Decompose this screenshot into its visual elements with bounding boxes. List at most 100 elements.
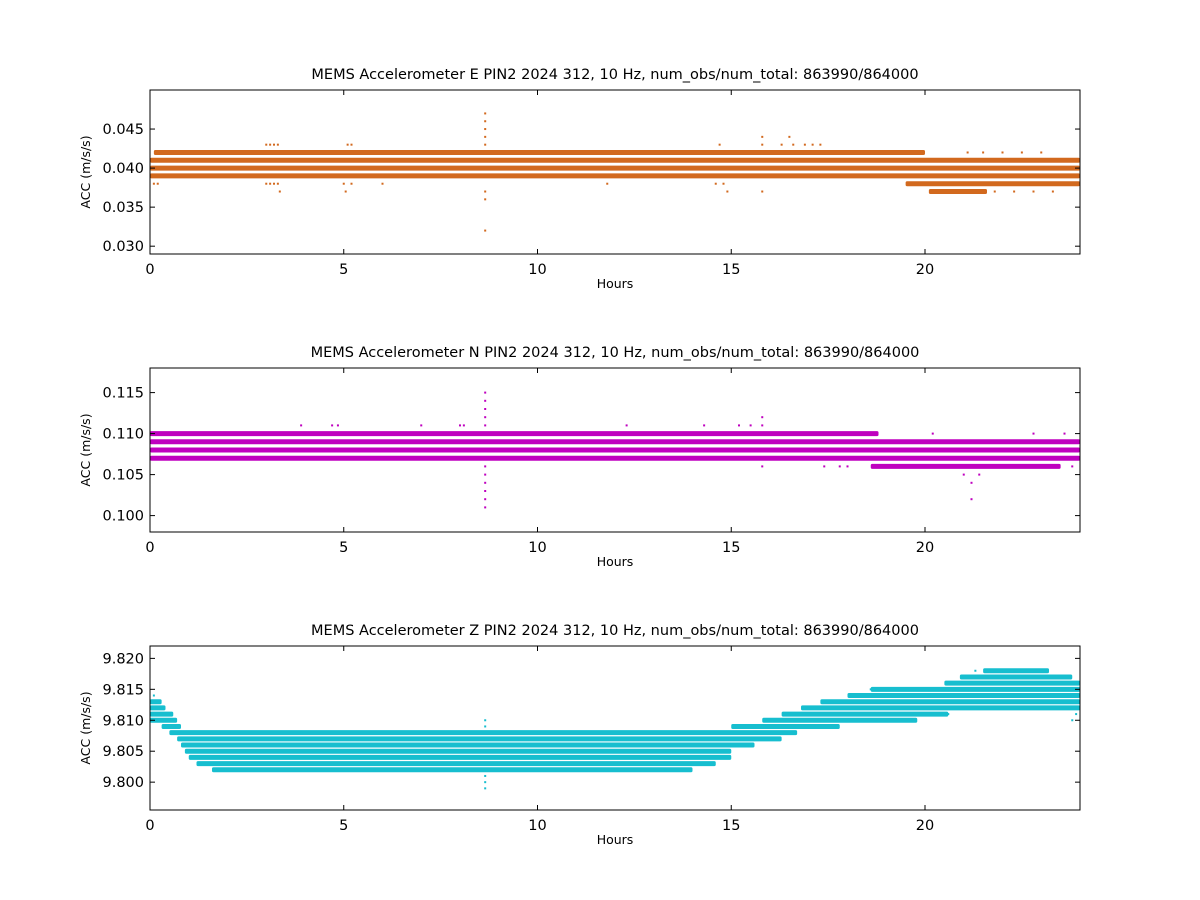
y-tick-label: 0.100 bbox=[102, 509, 144, 525]
data-point bbox=[156, 182, 159, 185]
data-band bbox=[944, 680, 1080, 686]
data-band bbox=[150, 711, 174, 717]
data-point bbox=[346, 143, 349, 146]
data-point bbox=[484, 787, 487, 790]
data-point bbox=[966, 151, 969, 154]
y-tick-label: 9.800 bbox=[102, 775, 144, 791]
data-point bbox=[1032, 190, 1035, 193]
data-point bbox=[761, 190, 764, 193]
data-point bbox=[484, 416, 487, 419]
y-tick-label: 0.110 bbox=[102, 427, 144, 443]
data-point bbox=[931, 432, 934, 435]
data-point bbox=[484, 120, 487, 123]
y-tick-label: 0.030 bbox=[102, 239, 144, 255]
y-tick-label: 9.805 bbox=[102, 744, 144, 760]
data-point bbox=[265, 143, 268, 146]
data-point bbox=[484, 498, 487, 501]
data-band bbox=[928, 189, 987, 195]
data-point bbox=[484, 408, 487, 410]
data-band bbox=[161, 723, 181, 729]
data-band bbox=[150, 717, 178, 723]
x-tick-label: 15 bbox=[722, 818, 740, 834]
data-point bbox=[869, 688, 872, 691]
plot-frame bbox=[149, 645, 1081, 811]
data-point bbox=[513, 762, 516, 765]
chart-panel-3: MEMS Accelerometer Z PIN2 2024 312, 10 H… bbox=[78, 623, 1081, 847]
chart-panel-1: MEMS Accelerometer E PIN2 2024 312, 10 H… bbox=[78, 67, 1081, 291]
data-point bbox=[300, 424, 303, 427]
data-band bbox=[959, 674, 1073, 680]
data-point bbox=[761, 424, 764, 427]
data-point bbox=[780, 143, 783, 146]
y-axis-label: ACC (m/s/s) bbox=[78, 413, 93, 486]
data-point bbox=[664, 768, 667, 771]
data-band bbox=[184, 748, 732, 754]
data-point bbox=[536, 731, 539, 734]
data-point bbox=[269, 143, 272, 146]
data-point bbox=[484, 128, 487, 131]
plot-frame bbox=[149, 367, 1081, 533]
data-point bbox=[811, 143, 814, 146]
data-point bbox=[803, 143, 806, 146]
data-point bbox=[350, 182, 353, 185]
data-point bbox=[761, 416, 764, 419]
x-tick-label: 10 bbox=[528, 262, 546, 278]
data-band bbox=[188, 754, 732, 760]
x-tick-label: 5 bbox=[339, 818, 348, 834]
data-point bbox=[625, 424, 628, 427]
y-axis-label: ACC (m/s/s) bbox=[78, 135, 93, 208]
data-point bbox=[459, 424, 461, 427]
data-point bbox=[1071, 465, 1074, 468]
data-point bbox=[947, 713, 950, 716]
x-tick-label: 15 bbox=[722, 540, 740, 556]
data-point bbox=[761, 143, 764, 146]
x-tick-label: 0 bbox=[145, 540, 154, 556]
data-band bbox=[150, 157, 1080, 163]
x-tick-label: 10 bbox=[528, 818, 546, 834]
data-point bbox=[484, 424, 487, 427]
data-point bbox=[484, 490, 487, 492]
data-band bbox=[150, 173, 1080, 179]
y-tick-label: 9.815 bbox=[102, 682, 144, 698]
x-tick-label: 10 bbox=[528, 540, 546, 556]
data-point bbox=[548, 762, 551, 765]
data-point bbox=[276, 143, 279, 146]
data-point bbox=[1013, 669, 1016, 672]
data-point bbox=[865, 432, 868, 435]
x-tick-label: 5 bbox=[339, 540, 348, 556]
y-axis-label: ACC (m/s/s) bbox=[78, 691, 93, 764]
chart-title: MEMS Accelerometer N PIN2 2024 312, 10 H… bbox=[311, 345, 920, 361]
data-point bbox=[331, 424, 334, 427]
y-tick-label: 0.040 bbox=[102, 161, 144, 177]
x-axis-label: Hours bbox=[597, 554, 634, 569]
data-point bbox=[993, 190, 996, 193]
data-point bbox=[838, 465, 841, 468]
data-point bbox=[974, 669, 977, 672]
data-point bbox=[788, 135, 791, 138]
data-band bbox=[762, 717, 918, 723]
data-point bbox=[714, 182, 717, 185]
y-tick-label: 9.810 bbox=[102, 713, 144, 729]
data-point bbox=[484, 143, 487, 146]
data-point bbox=[718, 143, 721, 146]
data-point bbox=[484, 506, 487, 509]
x-tick-label: 15 bbox=[722, 262, 740, 278]
data-point bbox=[761, 135, 764, 138]
data-point bbox=[1013, 190, 1016, 193]
plot-frame bbox=[149, 89, 1081, 255]
data-point bbox=[484, 719, 487, 722]
data-point bbox=[761, 465, 764, 468]
data-point bbox=[381, 182, 384, 185]
data-point bbox=[273, 182, 275, 185]
data-point bbox=[350, 143, 353, 146]
data-band bbox=[150, 699, 162, 705]
data-point bbox=[484, 391, 487, 394]
data-point bbox=[1071, 719, 1074, 722]
data-point bbox=[373, 768, 376, 771]
data-point bbox=[982, 151, 985, 154]
data-point bbox=[823, 465, 826, 468]
data-point bbox=[484, 135, 487, 138]
data-point bbox=[484, 399, 487, 402]
data-point bbox=[342, 182, 345, 185]
